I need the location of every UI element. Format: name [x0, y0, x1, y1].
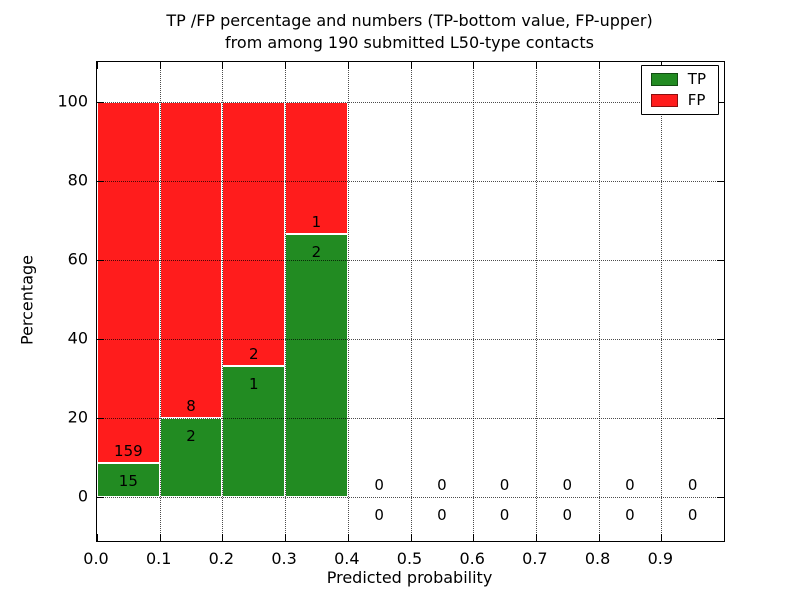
v-gridline [598, 62, 600, 541]
x-tick-label: 0.4 [334, 549, 360, 568]
x-tick-top [159, 62, 161, 69]
legend-row-fp: FP [650, 91, 706, 109]
fp-count-label: 0 [687, 476, 698, 495]
x-tick-label: 0.1 [145, 549, 172, 568]
x-tick-top [410, 62, 412, 69]
y-tick-right [717, 259, 724, 261]
x-tick [159, 534, 161, 541]
chart-title-line2: from among 190 submitted L50-type contac… [225, 33, 594, 52]
x-tick-label: 0.0 [83, 549, 109, 568]
bar-tp-segment [285, 233, 348, 498]
y-tick-label: 100 [57, 91, 88, 111]
x-tick-label: 0.6 [459, 549, 485, 568]
y-tick-label: 80 [67, 170, 88, 190]
v-gridline [410, 62, 412, 541]
tp-count-label: 2 [186, 427, 196, 446]
y-tick [97, 418, 104, 420]
fp-count-label: 0 [374, 476, 384, 495]
fp-count-label: 0 [499, 476, 510, 495]
bar-fp-segment [97, 101, 160, 464]
legend: TP FP [640, 65, 719, 115]
x-tick [222, 534, 224, 541]
fp-count-label: 0 [625, 476, 635, 495]
x-tick [535, 534, 537, 541]
tp-count-label: 0 [437, 506, 447, 525]
y-tick [97, 339, 104, 341]
v-gridline [159, 62, 161, 541]
fp-count-label: 2 [248, 344, 259, 363]
tp-count-label: 0 [625, 506, 635, 525]
x-tick-label: 0.9 [647, 549, 674, 568]
tp-count-label: 1 [248, 374, 259, 393]
bar-fp-segment [285, 101, 348, 234]
v-gridline [473, 62, 475, 541]
y-tick-right [717, 339, 724, 341]
chart-title-line1: TP /FP percentage and numbers (TP-bottom… [166, 11, 653, 30]
v-gridline [535, 62, 537, 541]
x-tick-label: 0.8 [584, 549, 611, 568]
v-gridline [347, 62, 349, 541]
x-tick-label: 0.5 [396, 549, 423, 568]
legend-label-fp: FP [687, 91, 706, 109]
bar-fp-segment [222, 101, 286, 366]
y-tick-label: 40 [67, 328, 88, 348]
y-tick-right [717, 180, 724, 182]
y-tick [97, 497, 104, 499]
bar-tp-segment [222, 365, 286, 498]
y-axis-label: Percentage [17, 254, 37, 346]
tp-count-label: 0 [374, 506, 384, 525]
v-gridline [222, 62, 224, 541]
y-tick-label: 60 [67, 249, 88, 269]
bar-tp-segment [159, 418, 223, 498]
x-tick [285, 534, 287, 541]
tp-count-label: 0 [687, 506, 698, 525]
fp-count-label: 0 [562, 476, 573, 495]
fp-swatch-icon [650, 94, 678, 107]
y-tick-label: 20 [67, 407, 88, 427]
y-tick-right [717, 418, 724, 420]
y-tick-label: 0 [77, 486, 88, 506]
y-tick [97, 101, 104, 103]
x-tick [661, 534, 663, 541]
plot-area: 159 15 8 2 2 1 1 2 0 0 0 0 0 0 0 0 0 0 0 0 TP FP [96, 61, 725, 542]
x-tick-label: 0.2 [208, 549, 235, 568]
y-tick-right [717, 101, 724, 103]
v-gridline [285, 62, 287, 541]
x-tick-top [473, 62, 475, 69]
v-gridline [661, 62, 663, 541]
bar-tp-segment [97, 463, 160, 498]
fp-count-label: 159 [114, 442, 143, 461]
x-tick [347, 534, 349, 541]
tp-count-label: 0 [562, 506, 573, 525]
y-tick [97, 259, 104, 261]
tp-count-label: 2 [311, 242, 322, 261]
fp-count-label: 0 [437, 476, 447, 495]
fp-count-label: 8 [186, 397, 196, 416]
x-tick-top [347, 62, 349, 69]
x-tick-top [97, 62, 98, 69]
tp-swatch-icon [650, 73, 678, 86]
x-axis-label: Predicted probability [326, 568, 493, 587]
x-tick [97, 534, 98, 541]
legend-row-tp: TP [650, 70, 706, 88]
x-tick-top [285, 62, 287, 69]
x-tick-top [535, 62, 537, 69]
fp-count-label: 1 [311, 212, 322, 231]
x-tick-label: 0.7 [522, 549, 548, 568]
x-tick-top [222, 62, 224, 69]
tp-count-label: 0 [499, 506, 510, 525]
chart-title: TP /FP percentage and numbers (TP-bottom… [96, 10, 723, 54]
y-tick [97, 180, 104, 182]
legend-label-tp: TP [687, 70, 706, 88]
x-tick [473, 534, 475, 541]
y-tick-right [717, 497, 724, 499]
x-tick [598, 534, 600, 541]
x-tick [410, 534, 412, 541]
tp-count-label: 15 [118, 472, 138, 491]
x-tick-label: 0.3 [271, 549, 297, 568]
x-tick-top [598, 62, 600, 69]
